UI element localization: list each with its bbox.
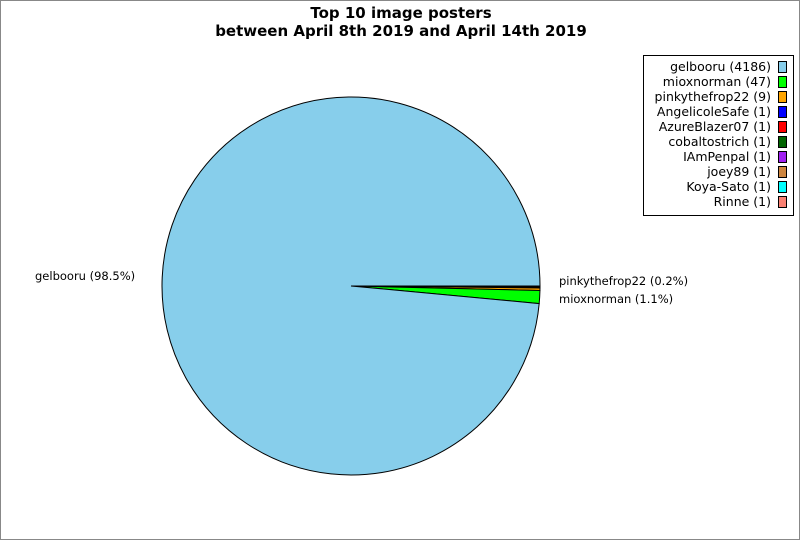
legend-swatch [778,61,787,73]
legend-label: mioxnorman (47) [663,74,771,89]
legend-item-mioxnorman: mioxnorman (47) [663,74,787,89]
legend-item-joey89: joey89 (1) [707,164,787,179]
legend-label: cobaltostrich (1) [668,134,771,149]
slice-label-gelbooru: gelbooru (98.5%) [35,270,135,283]
pie-slice-gelbooru [162,97,540,475]
legend-label: pinkythefrop22 (9) [655,89,771,104]
legend-item-AzureBlazer07: AzureBlazer07 (1) [659,119,787,134]
legend-item-cobaltostrich: cobaltostrich (1) [668,134,787,149]
legend-label: Rinne (1) [714,194,771,209]
legend-swatch [778,121,787,133]
legend-label: IAmPenpal (1) [683,149,771,164]
legend-item-gelbooru: gelbooru (4186) [670,59,787,74]
legend-item-AngelicoleSafe: AngelicoleSafe (1) [657,104,787,119]
legend-swatch [778,151,787,163]
legend-label: joey89 (1) [707,164,771,179]
legend-swatch [778,136,787,148]
legend-label: gelbooru (4186) [670,59,771,74]
slice-label-pinkythefrop22: pinkythefrop22 (0.2%) [559,275,688,288]
legend-label: Koya-Sato (1) [686,179,771,194]
legend-swatch [778,91,787,103]
legend-item-Rinne: Rinne (1) [714,194,787,209]
legend-label: AngelicoleSafe (1) [657,104,771,119]
legend-label: AzureBlazer07 (1) [659,119,771,134]
legend-swatch [778,196,787,208]
legend-swatch [778,76,787,88]
legend-swatch [778,181,787,193]
legend-swatch [778,106,787,118]
legend-item-pinkythefrop22: pinkythefrop22 (9) [655,89,787,104]
legend: gelbooru (4186)mioxnorman (47)pinkythefr… [643,55,794,216]
legend-item-Koya-Sato: Koya-Sato (1) [686,179,787,194]
slice-label-mioxnorman: mioxnorman (1.1%) [559,293,673,306]
legend-item-IAmPenpal: IAmPenpal (1) [683,149,787,164]
legend-swatch [778,166,787,178]
